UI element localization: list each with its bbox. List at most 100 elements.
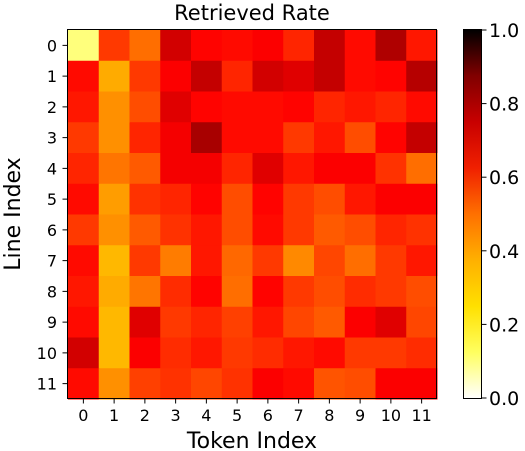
heatmap-cell [375, 214, 407, 246]
heatmap-cell [406, 91, 438, 123]
heatmap-cell [68, 30, 100, 62]
y-tick-label: 0 [47, 36, 57, 55]
heatmap-cell [375, 276, 407, 308]
heatmap-cell [191, 368, 223, 400]
heatmap-cell [98, 60, 130, 92]
heatmap-cell [221, 153, 253, 185]
heatmap-cell [191, 60, 223, 92]
heatmap-cell [98, 337, 130, 369]
heatmap-cell [252, 276, 284, 308]
heatmap-cell [344, 245, 376, 277]
heatmap-cell [160, 245, 192, 277]
x-tick-label: 0 [78, 406, 88, 425]
heatmap-cell [406, 214, 438, 246]
heatmap-cell [252, 153, 284, 185]
heatmap-cell [68, 306, 100, 338]
heatmap-cell [191, 214, 223, 246]
heatmap-cell [98, 245, 130, 277]
heatmap-cell [191, 183, 223, 215]
x-tick-label: 1 [109, 406, 119, 425]
heatmap-cell [98, 30, 130, 62]
x-axis-ticks: 0 1 2 3 4 5 6 7 8 9 10 11 [78, 398, 432, 425]
heatmap-cell [344, 337, 376, 369]
heatmap-cell [375, 306, 407, 338]
x-tick-label: 6 [263, 406, 273, 425]
heatmap-cell [98, 214, 130, 246]
heatmap-cell [283, 214, 315, 246]
heatmap-cell [283, 337, 315, 369]
x-tick-label: 9 [355, 406, 365, 425]
heatmap-cell [68, 368, 100, 400]
heatmap-cell [406, 368, 438, 400]
x-tick-label: 3 [171, 406, 181, 425]
heatmap-cell [129, 153, 161, 185]
heatmap-cell [221, 30, 253, 62]
heatmap-cell [160, 276, 192, 308]
heatmap-cell [344, 153, 376, 185]
heatmap-cell [375, 245, 407, 277]
heatmap-cell [375, 337, 407, 369]
heatmap-cell [406, 183, 438, 215]
heatmap-cell [221, 245, 253, 277]
heatmap-cell [68, 153, 100, 185]
heatmap-cell [344, 122, 376, 154]
heatmap-cell [160, 30, 192, 62]
heatmap-cell [129, 91, 161, 123]
heatmap-cell [191, 276, 223, 308]
x-tick-label: 10 [381, 406, 401, 425]
heatmap-cell [406, 153, 438, 185]
heatmap-cell [129, 337, 161, 369]
heatmap-cell [98, 276, 130, 308]
y-axis-ticks: 0 1 2 3 4 5 6 7 8 9 10 11 [37, 36, 68, 394]
heatmap-cell [129, 368, 161, 400]
heatmap-cell [314, 91, 346, 123]
heatmap-cell [160, 122, 192, 154]
y-axis-label: Line Index [1, 157, 26, 270]
heatmap-cell [344, 368, 376, 400]
heatmap-cell [221, 214, 253, 246]
heatmap-cell [283, 153, 315, 185]
y-tick-label: 3 [47, 129, 57, 148]
heatmap-cell [191, 245, 223, 277]
heatmap-cell [375, 368, 407, 400]
heatmap-cell [314, 276, 346, 308]
heatmap-cell [375, 91, 407, 123]
heatmap-cell [98, 368, 130, 400]
heatmap-cell [68, 122, 100, 154]
heatmap-cell [252, 183, 284, 215]
heatmap-cell [314, 122, 346, 154]
heatmap-cell [344, 60, 376, 92]
heatmap-cell [252, 337, 284, 369]
x-tick-label: 5 [232, 406, 242, 425]
heatmap-cell [160, 60, 192, 92]
heatmap-cell [191, 306, 223, 338]
heatmap-cell [221, 276, 253, 308]
heatmap-cell [252, 122, 284, 154]
heatmap-cell [314, 183, 346, 215]
heatmap-cell [221, 368, 253, 400]
heatmap-cell [406, 306, 438, 338]
heatmap-cell [314, 153, 346, 185]
heatmap-cell [98, 122, 130, 154]
heatmap-cell [160, 153, 192, 185]
heatmap-cell [283, 91, 315, 123]
heatmap-cell [283, 306, 315, 338]
heatmap-cell [252, 306, 284, 338]
colorbar-tick-label: 0.4 [489, 241, 519, 263]
heatmap-cell [314, 214, 346, 246]
heatmap-cell [191, 337, 223, 369]
heatmap-cell [283, 183, 315, 215]
colorbar-tick-label: 0.2 [489, 314, 519, 336]
heatmap-cell [68, 183, 100, 215]
heatmap-cell [129, 122, 161, 154]
heatmap-cell [221, 183, 253, 215]
heatmap-cell [375, 60, 407, 92]
heatmap-cell [314, 337, 346, 369]
colorbar-tick-label: 0.6 [489, 167, 519, 189]
y-tick-label: 7 [47, 252, 57, 271]
y-tick-label: 2 [47, 98, 57, 117]
heatmap-cell [344, 30, 376, 62]
heatmap-cell [406, 245, 438, 277]
heatmap-cell [68, 276, 100, 308]
